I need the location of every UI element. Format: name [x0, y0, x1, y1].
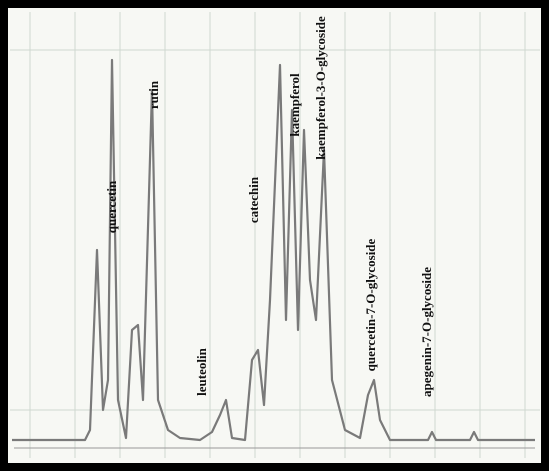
- peak-label: quercetin-7-O-glycoside: [363, 238, 378, 371]
- paper: [8, 8, 541, 463]
- peak-label: kaempferol-3-O-glycoside: [313, 16, 328, 160]
- peak-label: catechin: [246, 176, 261, 223]
- peak-label: apegenin-7-O-glycoside: [419, 267, 434, 397]
- chromatogram-scan: quercetin rutin leuteolin catechin kaempfero…: [0, 0, 549, 471]
- peak-label: rutin: [146, 80, 161, 109]
- peak-label: quercetin: [104, 180, 119, 233]
- peak-label: leuteolin: [194, 347, 209, 395]
- peak-label: kaempferol: [287, 73, 302, 137]
